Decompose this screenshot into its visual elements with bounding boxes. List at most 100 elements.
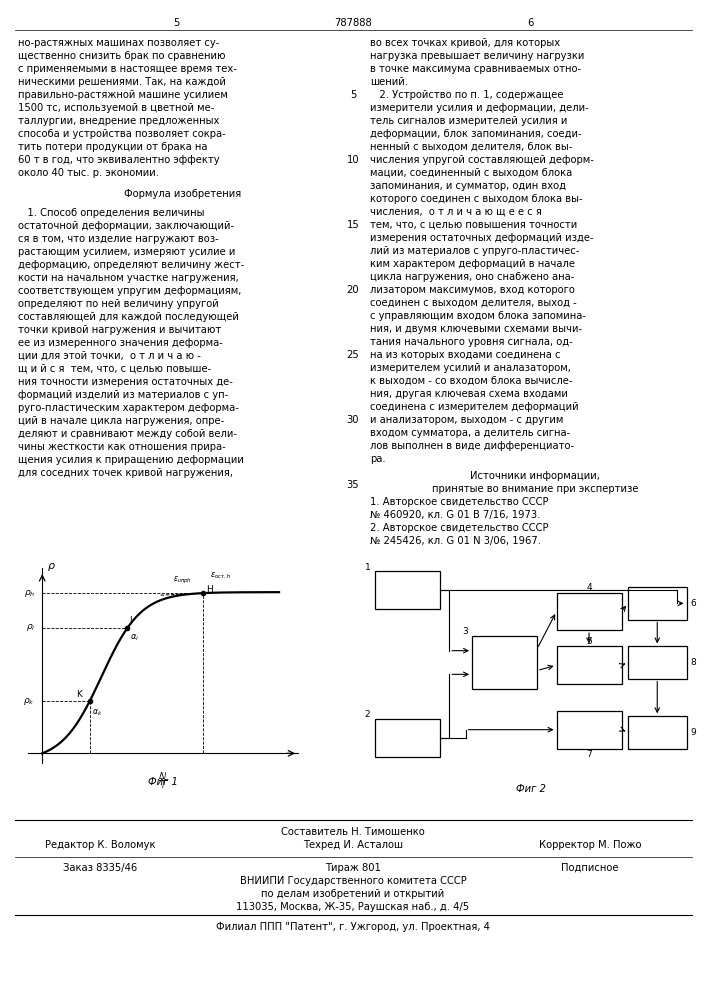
Text: 10: 10 <box>346 155 359 165</box>
Text: 20: 20 <box>346 285 359 295</box>
Bar <box>375 719 440 757</box>
Text: Источники информации,: Источники информации, <box>470 471 600 481</box>
Text: соединен с выходом делителя, выход -: соединен с выходом делителя, выход - <box>370 298 577 308</box>
Text: лий из материалов с упруго-пластичес-: лий из материалов с упруго-пластичес- <box>370 246 580 256</box>
Text: измерители усилия и деформации, дели-: измерители усилия и деформации, дели- <box>370 103 589 113</box>
Text: Техред И. Асталош: Техред И. Асталош <box>303 840 403 850</box>
Text: Формула изобретения: Формула изобретения <box>124 189 242 199</box>
Text: тания начального уровня сигнала, од-: тания начального уровня сигнала, од- <box>370 337 573 347</box>
Text: ническими решениями. Так, на каждой: ническими решениями. Так, на каждой <box>18 77 226 87</box>
Text: ее из измеренного значения деформа-: ее из измеренного значения деформа- <box>18 338 223 348</box>
Text: Филиал ППП "Патент", г. Ужгород, ул. Проектная, 4: Филиал ППП "Патент", г. Ужгород, ул. Про… <box>216 922 490 932</box>
Text: 6: 6 <box>527 18 534 28</box>
Text: лов выполнен в виде дифференциато-: лов выполнен в виде дифференциато- <box>370 441 574 451</box>
Text: и анализатором, выходом - с другим: и анализатором, выходом - с другим <box>370 415 563 425</box>
Text: $\varepsilon_{\upsilon\pi p h}$: $\varepsilon_{\upsilon\pi p h}$ <box>173 575 192 586</box>
Text: $\rho_h$: $\rho_h$ <box>24 588 35 599</box>
Text: ким характером деформаций в начале: ким характером деформаций в начале <box>370 259 575 269</box>
Bar <box>556 593 621 630</box>
Text: 3: 3 <box>462 627 468 636</box>
Text: $\rho_k$: $\rho_k$ <box>23 696 35 707</box>
Text: для соседних точек кривой нагружения,: для соседних точек кривой нагружения, <box>18 468 233 478</box>
Text: Редактор К. Воломук: Редактор К. Воломук <box>45 840 156 850</box>
Text: около 40 тыс. р. экономии.: около 40 тыс. р. экономии. <box>18 168 159 178</box>
Text: K: K <box>76 690 83 699</box>
Text: нагрузка превышает величину нагрузки: нагрузка превышает величину нагрузки <box>370 51 585 61</box>
Text: 35: 35 <box>346 480 359 490</box>
Text: с управляющим входом блока запомина-: с управляющим входом блока запомина- <box>370 311 586 321</box>
Bar <box>472 636 537 689</box>
Text: ВНИИПИ Государственного комитета СССР: ВНИИПИ Государственного комитета СССР <box>240 876 467 886</box>
Text: лизатором максимумов, вход которого: лизатором максимумов, вход которого <box>370 285 575 295</box>
Text: входом сумматора, а делитель сигна-: входом сумматора, а делитель сигна- <box>370 428 571 438</box>
Text: ся в том, что изделие нагружают воз-: ся в том, что изделие нагружают воз- <box>18 234 218 244</box>
Text: ненный с выходом делителя, блок вы-: ненный с выходом делителя, блок вы- <box>370 142 573 152</box>
Bar <box>556 646 621 684</box>
Bar <box>628 646 686 679</box>
Text: ции для этой точки,  о т л и ч а ю -: ции для этой точки, о т л и ч а ю - <box>18 351 201 361</box>
Text: ния, и двумя ключевыми схемами вычи-: ния, и двумя ключевыми схемами вычи- <box>370 324 582 334</box>
Text: составляющей для каждой последующей: составляющей для каждой последующей <box>18 312 239 322</box>
Text: растающим усилием, измеряют усилие и: растающим усилием, измеряют усилие и <box>18 247 235 257</box>
Text: Корректор М. Пожо: Корректор М. Пожо <box>539 840 641 850</box>
Bar <box>375 571 440 609</box>
Text: соответствующем упругим деформациям,: соответствующем упругим деформациям, <box>18 286 241 296</box>
Text: Составитель Н. Тимошенко: Составитель Н. Тимошенко <box>281 827 425 837</box>
Text: 25: 25 <box>346 350 359 360</box>
Text: 113035, Москва, Ж-35, Раушская наб., д. 4/5: 113035, Москва, Ж-35, Раушская наб., д. … <box>236 902 469 912</box>
Text: цикла нагружения, оно снабжено ана-: цикла нагружения, оно снабжено ана- <box>370 272 574 282</box>
Text: во всех точках кривой, для которых: во всех точках кривой, для которых <box>370 38 560 48</box>
Text: руго-пластическим характером деформа-: руго-пластическим характером деформа- <box>18 403 239 413</box>
Text: 7: 7 <box>586 750 592 759</box>
Text: 9: 9 <box>691 728 696 737</box>
Text: $\rho$: $\rho$ <box>47 561 56 573</box>
Text: 4: 4 <box>586 583 592 592</box>
Text: измерителем усилий и аналазатором,: измерителем усилий и аналазатором, <box>370 363 571 373</box>
Text: тель сигналов измерителей усилия и: тель сигналов измерителей усилия и <box>370 116 568 126</box>
Text: 1: 1 <box>365 563 370 572</box>
Text: 1500 тс, используемой в цветной ме-: 1500 тс, используемой в цветной ме- <box>18 103 214 113</box>
Text: $\varepsilon_{\rm ост.h}$: $\varepsilon_{\rm ост.h}$ <box>211 570 231 581</box>
Text: запоминания, и сумматор, один вход: запоминания, и сумматор, один вход <box>370 181 566 191</box>
Text: тить потери продукции от брака на: тить потери продукции от брака на <box>18 142 207 152</box>
Text: $\alpha_k$: $\alpha_k$ <box>92 707 103 718</box>
Text: 60 т в год, что эквивалентно эффекту: 60 т в год, что эквивалентно эффекту <box>18 155 220 165</box>
Text: 2. Устройство по п. 1, содержащее: 2. Устройство по п. 1, содержащее <box>370 90 563 100</box>
Text: соединена с измерителем деформаций: соединена с измерителем деформаций <box>370 402 578 412</box>
Text: щения усилия к приращению деформации: щения усилия к приращению деформации <box>18 455 244 465</box>
Text: ра.: ра. <box>370 454 385 464</box>
Text: 5: 5 <box>586 637 592 646</box>
Text: измерения остаточных деформаций изде-: измерения остаточных деформаций изде- <box>370 233 594 243</box>
Text: щественно снизить брак по сравнению: щественно снизить брак по сравнению <box>18 51 226 61</box>
Text: 8: 8 <box>691 658 696 667</box>
Text: Заказ 8335/46: Заказ 8335/46 <box>63 863 137 873</box>
Text: 787888: 787888 <box>334 18 373 28</box>
Text: Подписное: Подписное <box>561 863 619 873</box>
Bar <box>556 711 621 748</box>
Text: Тираж 801: Тираж 801 <box>325 863 381 873</box>
Text: кости на начальном участке нагружения,: кости на начальном участке нагружения, <box>18 273 239 283</box>
Text: ния точности измерения остаточных де-: ния точности измерения остаточных де- <box>18 377 233 387</box>
Text: № 245426, кл. G 01 N 3/06, 1967.: № 245426, кл. G 01 N 3/06, 1967. <box>370 536 541 546</box>
Text: числения,  о т л и ч а ю щ е е с я: числения, о т л и ч а ю щ е е с я <box>370 207 542 217</box>
Text: $\rho_i$: $\rho_i$ <box>25 622 35 633</box>
Text: шений.: шений. <box>370 77 408 87</box>
Text: ций в начале цикла нагружения, опре-: ций в начале цикла нагружения, опре- <box>18 416 224 426</box>
Text: на из которых входами соединена с: на из которых входами соединена с <box>370 350 561 360</box>
Text: деляют и сравнивают между собой вели-: деляют и сравнивают между собой вели- <box>18 429 237 439</box>
Text: 15: 15 <box>346 220 359 230</box>
Text: 1. Способ определения величины: 1. Способ определения величины <box>18 208 204 218</box>
Text: 1. Авторское свидетельство СССР: 1. Авторское свидетельство СССР <box>370 497 549 507</box>
Text: J: J <box>130 616 132 625</box>
Text: определяют по ней величину упругой: определяют по ней величину упругой <box>18 299 218 309</box>
Text: деформации, блок запоминания, соеди-: деформации, блок запоминания, соеди- <box>370 129 582 139</box>
Text: 5: 5 <box>173 18 180 28</box>
Text: 6: 6 <box>691 599 696 608</box>
Text: в точке максимума сравниваемых отно-: в точке максимума сравниваемых отно- <box>370 64 581 74</box>
Text: числения упругой составляющей деформ-: числения упругой составляющей деформ- <box>370 155 594 165</box>
Text: ния, другая ключевая схема входами: ния, другая ключевая схема входами <box>370 389 568 399</box>
Text: Фиг 1: Фиг 1 <box>148 777 178 787</box>
Text: 2. Авторское свидетельство СССР: 2. Авторское свидетельство СССР <box>370 523 549 533</box>
Text: 5: 5 <box>350 90 356 100</box>
Text: формаций изделий из материалов с уп-: формаций изделий из материалов с уп- <box>18 390 228 400</box>
